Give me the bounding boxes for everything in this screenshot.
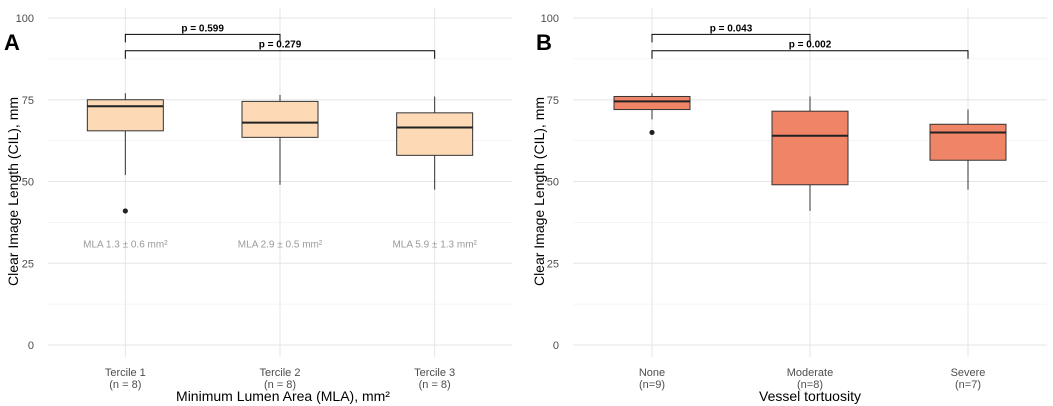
p-value-label: p = 0.279 [259,40,302,51]
box-group [86,93,164,214]
box-group [613,93,691,136]
y-tick-label: 100 [541,13,559,25]
group-annotation: MLA 2.9 ± 0.5 mm² [238,240,323,251]
y-tick-label: 50 [22,177,34,189]
significance-bracket [651,33,811,43]
box-group [929,109,1007,190]
box-group [396,96,474,190]
x-axis-title: Vessel tortuosity [759,388,861,404]
significance-bracket [124,33,281,43]
panel-b: 0 25 50 75 100 B Clear Image Length (CIL), mm V… [531,8,1047,404]
box-iqr [241,100,319,138]
p-value-label: p = 0.002 [789,40,832,51]
y-tick-label: 0 [553,340,559,352]
x-tick-sublabel: (n = 8) [264,379,296,391]
y-tick-label: 50 [547,177,559,189]
y-tick-label: 75 [22,95,34,107]
panel-label: B [536,30,552,55]
box-iqr [613,95,691,111]
box-group [771,96,849,211]
y-tick-label: 75 [547,95,559,107]
x-tick-sublabel: (n=7) [955,379,981,391]
box-iqr [929,123,1007,161]
panel-label: A [4,30,20,55]
y-axis-title: Clear Image Length (CIL), mm [531,97,547,286]
box-iqr [86,99,164,132]
group-annotation: MLA 5.9 ± 1.3 mm² [392,240,477,251]
x-tick-label: None [639,367,665,379]
box-group [241,94,319,185]
y-tick-label: 25 [22,258,34,270]
outlier-point [122,208,128,214]
significance-bracket [651,50,969,59]
x-axis-title: Minimum Lumen Area (MLA), mm² [176,388,390,404]
y-tick-label: 100 [16,13,34,25]
p-value-label: p = 0.599 [181,23,224,34]
x-tick-label: Tercile 1 [105,367,146,379]
significance-bracket [124,50,436,59]
panel-a: 0 25 50 75 100 A Clear Image Length (CIL), mm M… [4,8,512,404]
y-tick-label: 0 [28,340,34,352]
box-iqr [396,112,474,156]
x-tick-label: Moderate [787,367,833,379]
p-value-label: p = 0.043 [710,23,753,34]
x-tick-label: Tercile 2 [260,367,301,379]
y-axis-title: Clear Image Length (CIL), mm [5,97,21,286]
x-tick-sublabel: (n = 8) [419,379,451,391]
x-tick-label: Tercile 3 [414,367,455,379]
group-annotation: MLA 1.3 ± 0.6 mm² [83,240,168,251]
x-tick-sublabel: (n=8) [797,379,823,391]
y-tick-label: 25 [547,258,559,270]
x-tick-label: Severe [951,367,986,379]
box-iqr [771,110,849,186]
x-tick-sublabel: (n = 8) [109,379,141,391]
x-tick-sublabel: (n=9) [639,379,665,391]
outlier-point [649,129,655,136]
